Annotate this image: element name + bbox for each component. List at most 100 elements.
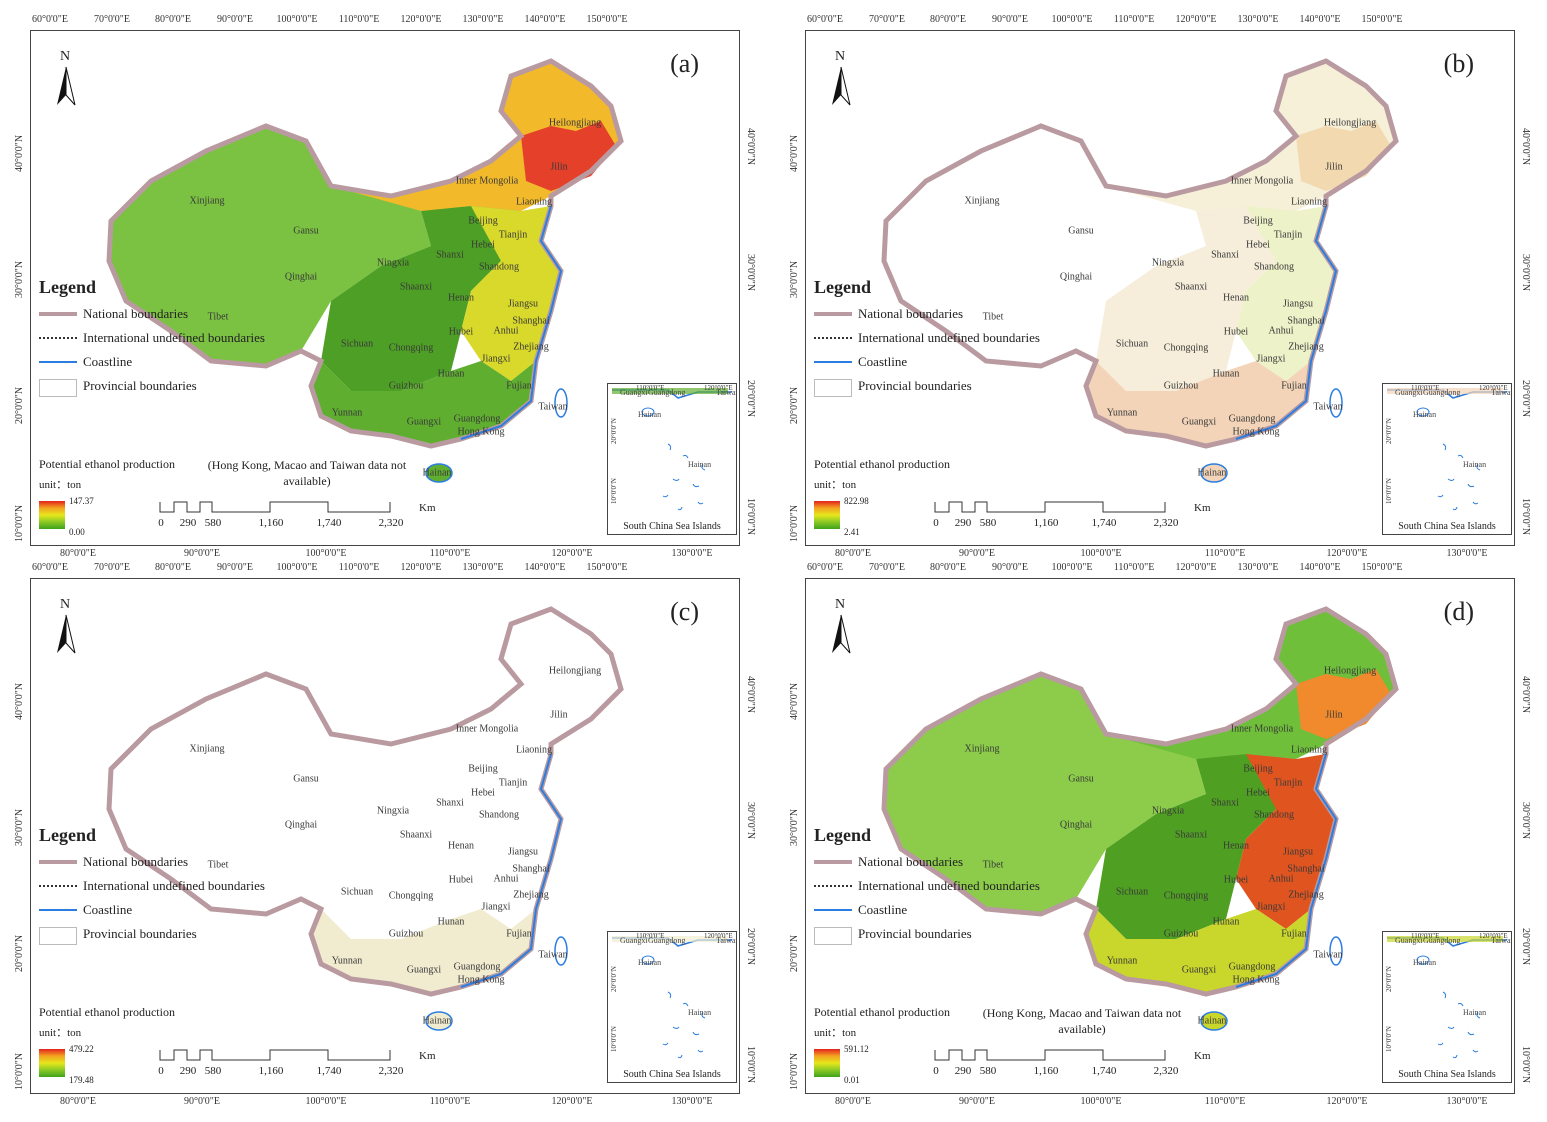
longitude-tick-bottom: 100°0'0"E	[305, 1096, 347, 1107]
latitude-tick-left: 20°0'0"N	[14, 934, 25, 972]
latitude-tick-right: 20°0'0"N	[1520, 380, 1531, 418]
inset-coordinate-tick: 10°0'0"N	[610, 478, 618, 504]
inset-coordinate-tick: 10°0'0"N	[1385, 1026, 1393, 1052]
international-boundary-symbol	[39, 885, 77, 887]
coastline-symbol	[814, 361, 852, 363]
legend-item-label: Provincial boundaries	[858, 926, 972, 941]
province-label: Shaanxi	[399, 281, 433, 293]
production-unit: unit：ton	[39, 479, 82, 491]
longitude-tick-top: 80°0'0"E	[155, 562, 191, 573]
longitude-tick-top: 100°0'0"E	[1051, 14, 1093, 25]
legend-symbol	[39, 379, 77, 397]
north-arrow-icon	[57, 66, 76, 106]
province-label: Shandong	[479, 261, 519, 273]
province-label: Shanghai	[1287, 863, 1325, 875]
scale-label: 580	[979, 517, 997, 529]
hainan-island	[1200, 463, 1228, 483]
longitude-tick-top: 60°0'0"E	[807, 14, 843, 25]
province-label: Shaanxi	[1174, 829, 1208, 841]
longitude-tick-top: 100°0'0"E	[1051, 562, 1093, 573]
north-label: N	[60, 49, 71, 64]
production-unit: unit：ton	[39, 1027, 82, 1039]
province-label: Hebei	[471, 787, 495, 799]
province-label: Ningxia	[1151, 257, 1185, 269]
panel-label: (d)	[1443, 597, 1474, 626]
latitude-tick-right: 10°0'0"N	[1520, 1046, 1531, 1084]
province-label: Hong Kong	[457, 426, 505, 438]
north-arrow: N	[51, 49, 81, 109]
latitude-tick-right: 20°0'0"N	[745, 928, 756, 966]
longitude-tick-top: 60°0'0"E	[32, 14, 68, 25]
province-label: Taiwan	[1313, 401, 1343, 413]
province-label: Qinghai	[284, 819, 318, 831]
legend-item: National boundaries	[39, 850, 459, 874]
north-arrow-icon	[832, 66, 851, 106]
longitude-tick-bottom: 130°0'0"E	[1446, 548, 1488, 559]
longitude-tick-top: 110°0'0"E	[1113, 14, 1155, 25]
province-label: Hunan	[1212, 916, 1240, 928]
province-label: Hunan	[437, 368, 465, 380]
latitude-tick-right: 10°0'0"N	[1520, 498, 1531, 536]
scale-bar	[934, 501, 1166, 513]
north-arrow: N	[826, 597, 856, 657]
south-china-sea-inset: 110°0'0"E 120°0'0"E 20°0'0"N 10°0'0"N Guangx…	[607, 383, 737, 535]
legend: Legend National boundaries International u…	[814, 825, 1234, 946]
province-label: Taiwan	[1313, 949, 1343, 961]
latitude-tick-left: 20°0'0"N	[789, 934, 800, 972]
inset-place-label: Guangxi	[620, 936, 648, 945]
province-label: Henan	[1222, 840, 1250, 852]
longitude-tick-top: 140°0'0"E	[1299, 14, 1341, 25]
scale-bar	[159, 501, 391, 513]
province-label: Qinghai	[284, 271, 318, 283]
latitude-tick-right: 30°0'0"N	[745, 254, 756, 292]
longitude-tick-top: 110°0'0"E	[338, 14, 380, 25]
latitude-tick-right: 40°0'0"N	[1520, 676, 1531, 714]
province-label: Xinjiang	[964, 743, 1000, 755]
taiwan-island	[1329, 936, 1343, 966]
province-label: Tianjin	[1273, 229, 1303, 241]
china-map	[881, 606, 1399, 1031]
province-label: Hunan	[437, 916, 465, 928]
longitude-tick-bottom: 110°0'0"E	[1204, 548, 1246, 559]
longitude-tick-top: 110°0'0"E	[338, 562, 380, 573]
province-label: Inner Mongolia	[455, 175, 519, 187]
inset-coordinate-tick: 20°0'0"N	[1385, 966, 1393, 992]
scale-label: 2,320	[1153, 1065, 1179, 1077]
national-boundary-symbol	[814, 312, 852, 316]
west-region	[109, 126, 431, 366]
province-label: Guangxi	[1181, 964, 1217, 976]
province-label: Guangxi	[406, 416, 442, 428]
scale-label: 290	[179, 1065, 197, 1077]
province-label: Taiwan	[538, 401, 568, 413]
scale-label: 2,320	[1153, 517, 1179, 529]
production-unit: unit：ton	[814, 479, 857, 491]
province-label: Liaoning	[515, 744, 553, 756]
province-label: Zhejiang	[1288, 341, 1324, 353]
northeast-region	[521, 121, 616, 191]
province-label: Guizhou	[1163, 928, 1199, 940]
province-label: Shaanxi	[1174, 281, 1208, 293]
east-region	[461, 206, 561, 381]
province-label: Yunnan	[1106, 955, 1138, 967]
map-panel: Heilongjiang Jilin Inner Mongolia Liaoning X…	[30, 578, 740, 1094]
legend-symbol	[39, 355, 77, 369]
latitude-tick-right: 10°0'0"N	[745, 498, 756, 536]
latitude-tick-left: 30°0'0"N	[789, 808, 800, 846]
scale-label: 0	[158, 1065, 164, 1077]
longitude-tick-top: 70°0'0"E	[94, 562, 130, 573]
longitude-tick-top: 100°0'0"E	[276, 14, 318, 25]
east-region	[1236, 206, 1336, 381]
legend-symbol	[814, 331, 852, 345]
hainan-island	[425, 463, 453, 483]
province-label: Xinjiang	[964, 195, 1000, 207]
international-boundary-symbol	[814, 337, 852, 339]
longitude-tick-bottom: 80°0'0"E	[60, 1096, 96, 1107]
coastline	[460, 205, 563, 440]
province-label: Chongqing	[1163, 342, 1209, 354]
province-label: Jiangsu	[1283, 846, 1313, 858]
legend: Legend National boundaries International u…	[39, 825, 459, 946]
production-title: Potential ethanol production	[39, 457, 175, 471]
latitude-tick-left: 30°0'0"N	[14, 260, 25, 298]
province-label: Jiangxi	[1256, 901, 1286, 913]
panel-label: (a)	[670, 49, 699, 78]
